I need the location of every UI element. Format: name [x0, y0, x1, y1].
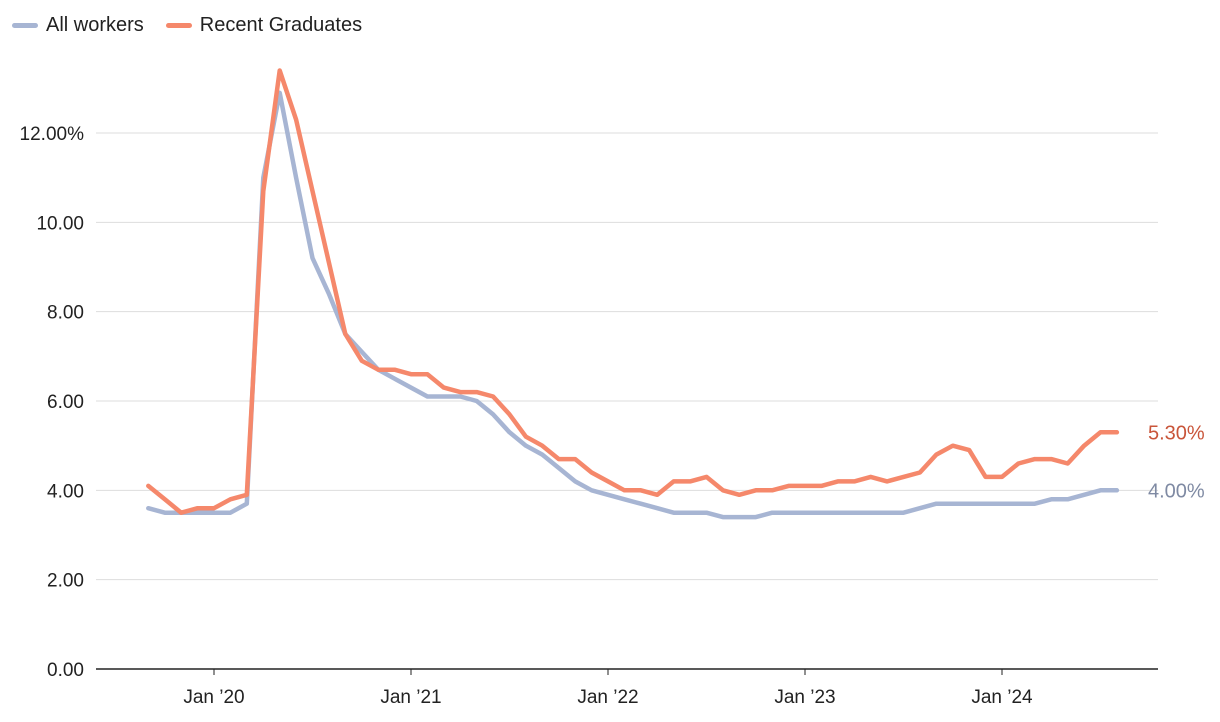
x-tick-label: Jan ’23 — [774, 687, 835, 708]
y-tick-label: 6.00 — [47, 392, 84, 413]
y-tick-label: 4.00 — [47, 481, 84, 502]
x-tick-label: Jan ’24 — [971, 687, 1033, 708]
y-tick-label: 0.00 — [47, 660, 84, 681]
end-label-all-workers: 4.00% — [1148, 480, 1205, 502]
x-tick-label: Jan ’20 — [183, 687, 244, 708]
legend-label-all-workers: All workers — [46, 14, 144, 36]
legend-swatch-recent-graduates — [165, 23, 192, 28]
legend: All workers Recent Graduates — [12, 14, 362, 37]
series-line-all-workers — [146, 90, 1120, 520]
x-tick-label: Jan ’21 — [380, 687, 441, 708]
y-tick-label: 2.00 — [47, 571, 84, 592]
y-tick-label: 8.00 — [47, 303, 84, 324]
legend-label-recent-graduates: Recent Graduates — [199, 14, 363, 36]
y-tick-label: 12.00% — [20, 124, 85, 145]
series-line-recent-graduates — [146, 68, 1120, 515]
legend-swatch-all-workers — [12, 23, 38, 28]
y-tick-label: 10.00 — [36, 213, 84, 234]
legend-item-all-workers[interactable]: All workers — [12, 14, 144, 37]
legend-item-recent-graduates[interactable]: Recent Graduates — [165, 14, 363, 37]
end-label-recent-graduates: 5.30% — [1148, 422, 1205, 444]
x-tick-label: Jan ’22 — [577, 687, 638, 708]
